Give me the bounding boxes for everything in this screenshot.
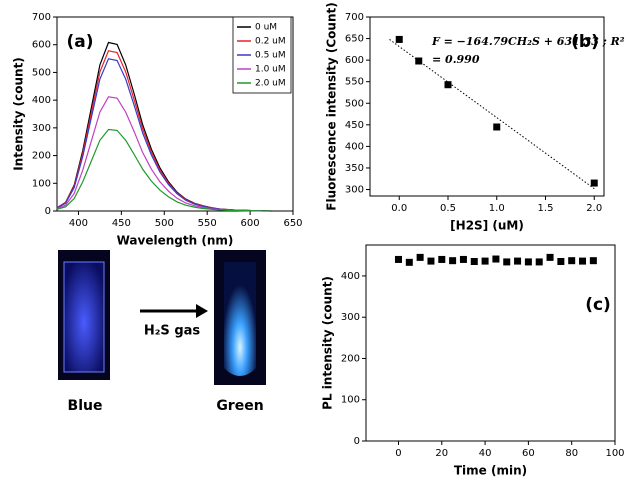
y-tick-label: 500 xyxy=(32,67,51,78)
x-tick-label: 500 xyxy=(155,218,174,229)
x-tick-label: 0.0 xyxy=(391,203,407,214)
plot-frame xyxy=(369,16,605,197)
data-point xyxy=(459,255,467,263)
panel-label: (c) xyxy=(585,295,611,315)
y-tick-label: 0 xyxy=(354,436,360,447)
y-tick-label: 300 xyxy=(345,185,364,196)
x-axis-label: [H2S] (uM) xyxy=(450,219,524,233)
before-label: Blue xyxy=(68,398,103,414)
data-point xyxy=(546,253,554,261)
arrow-head xyxy=(196,304,208,318)
data-point xyxy=(438,255,446,263)
plot-frame xyxy=(56,16,294,212)
y-tick-label: 500 xyxy=(345,98,364,109)
data-point xyxy=(590,179,598,187)
data-point xyxy=(503,258,511,266)
data-point xyxy=(568,257,576,265)
legend-label: 0.5 uM xyxy=(255,51,286,61)
data-point xyxy=(395,35,403,43)
y-tick-label: 550 xyxy=(345,77,364,88)
y-tick-label: 700 xyxy=(345,12,364,23)
x-tick-label: 100 xyxy=(605,448,624,459)
y-tick-label: 650 xyxy=(345,34,364,45)
y-tick-label: 100 xyxy=(341,395,360,406)
vial-green xyxy=(224,262,256,376)
legend-label: 1.0 uM xyxy=(255,65,286,75)
data-point xyxy=(449,257,457,265)
legend-label: 2.0 uM xyxy=(255,79,286,89)
y-tick-label: 200 xyxy=(32,151,51,162)
after-label: Green xyxy=(216,398,263,414)
x-tick-label: 550 xyxy=(198,218,217,229)
fit-equation: = 0.990 xyxy=(432,53,480,66)
data-point xyxy=(535,258,543,266)
data-point xyxy=(427,257,435,265)
data-point xyxy=(470,258,478,266)
spectrum-line xyxy=(56,128,272,212)
x-tick-label: 20 xyxy=(435,448,448,459)
x-axis-label: Time (min) xyxy=(454,464,527,478)
data-point xyxy=(557,258,565,266)
y-axis-label: Intensity (count) xyxy=(12,57,26,171)
cuvette-blue xyxy=(63,261,105,373)
data-point xyxy=(444,81,452,89)
y-tick-label: 350 xyxy=(345,163,364,174)
y-tick-label: 0 xyxy=(45,206,51,217)
x-tick-label: 400 xyxy=(69,218,88,229)
data-point xyxy=(416,253,424,261)
data-point xyxy=(481,257,489,265)
data-point xyxy=(492,255,500,263)
x-tick-label: 80 xyxy=(565,448,578,459)
data-point xyxy=(493,123,501,131)
x-tick-label: 450 xyxy=(112,218,131,229)
data-point xyxy=(579,257,587,265)
panel-label: (b) xyxy=(571,32,599,52)
x-tick-label: 1.0 xyxy=(489,203,505,214)
y-tick-label: 400 xyxy=(345,141,364,152)
legend-label: 0.2 uM xyxy=(255,37,286,47)
y-tick-label: 600 xyxy=(32,40,51,51)
y-tick-label: 300 xyxy=(32,123,51,134)
y-tick-label: 600 xyxy=(345,55,364,66)
data-point xyxy=(589,257,597,265)
x-axis-label: Wavelength (nm) xyxy=(117,234,234,248)
y-tick-label: 200 xyxy=(341,353,360,364)
y-tick-label: 300 xyxy=(341,312,360,323)
legend-label: 0 uM xyxy=(255,23,277,33)
panel-label: (a) xyxy=(66,32,93,52)
y-tick-label: 400 xyxy=(341,271,360,282)
arrow-label: H₂S gas xyxy=(144,324,201,339)
y-tick-label: 450 xyxy=(345,120,364,131)
fit-line xyxy=(389,39,595,190)
x-tick-label: 40 xyxy=(479,448,492,459)
data-point xyxy=(394,255,402,263)
y-tick-label: 700 xyxy=(32,12,51,23)
data-point xyxy=(415,57,423,65)
x-tick-label: 650 xyxy=(283,218,302,229)
fit-equation: F = −164.79CH₂S + 631.33 ; R² xyxy=(431,35,625,48)
x-tick-label: 0.5 xyxy=(440,203,456,214)
y-tick-label: 400 xyxy=(32,95,51,106)
x-tick-label: 2.0 xyxy=(586,203,602,214)
y-axis-label: Fluorescence intensity (Count) xyxy=(325,2,339,210)
x-tick-label: 1.5 xyxy=(538,203,554,214)
y-axis-label: PL intensity (count) xyxy=(321,276,335,410)
plot-frame xyxy=(365,244,616,442)
data-point xyxy=(514,257,522,265)
x-tick-label: 0 xyxy=(395,448,401,459)
data-point xyxy=(405,258,413,266)
x-tick-label: 60 xyxy=(522,448,535,459)
x-tick-label: 600 xyxy=(241,218,260,229)
data-point xyxy=(524,258,532,266)
y-tick-label: 100 xyxy=(32,178,51,189)
